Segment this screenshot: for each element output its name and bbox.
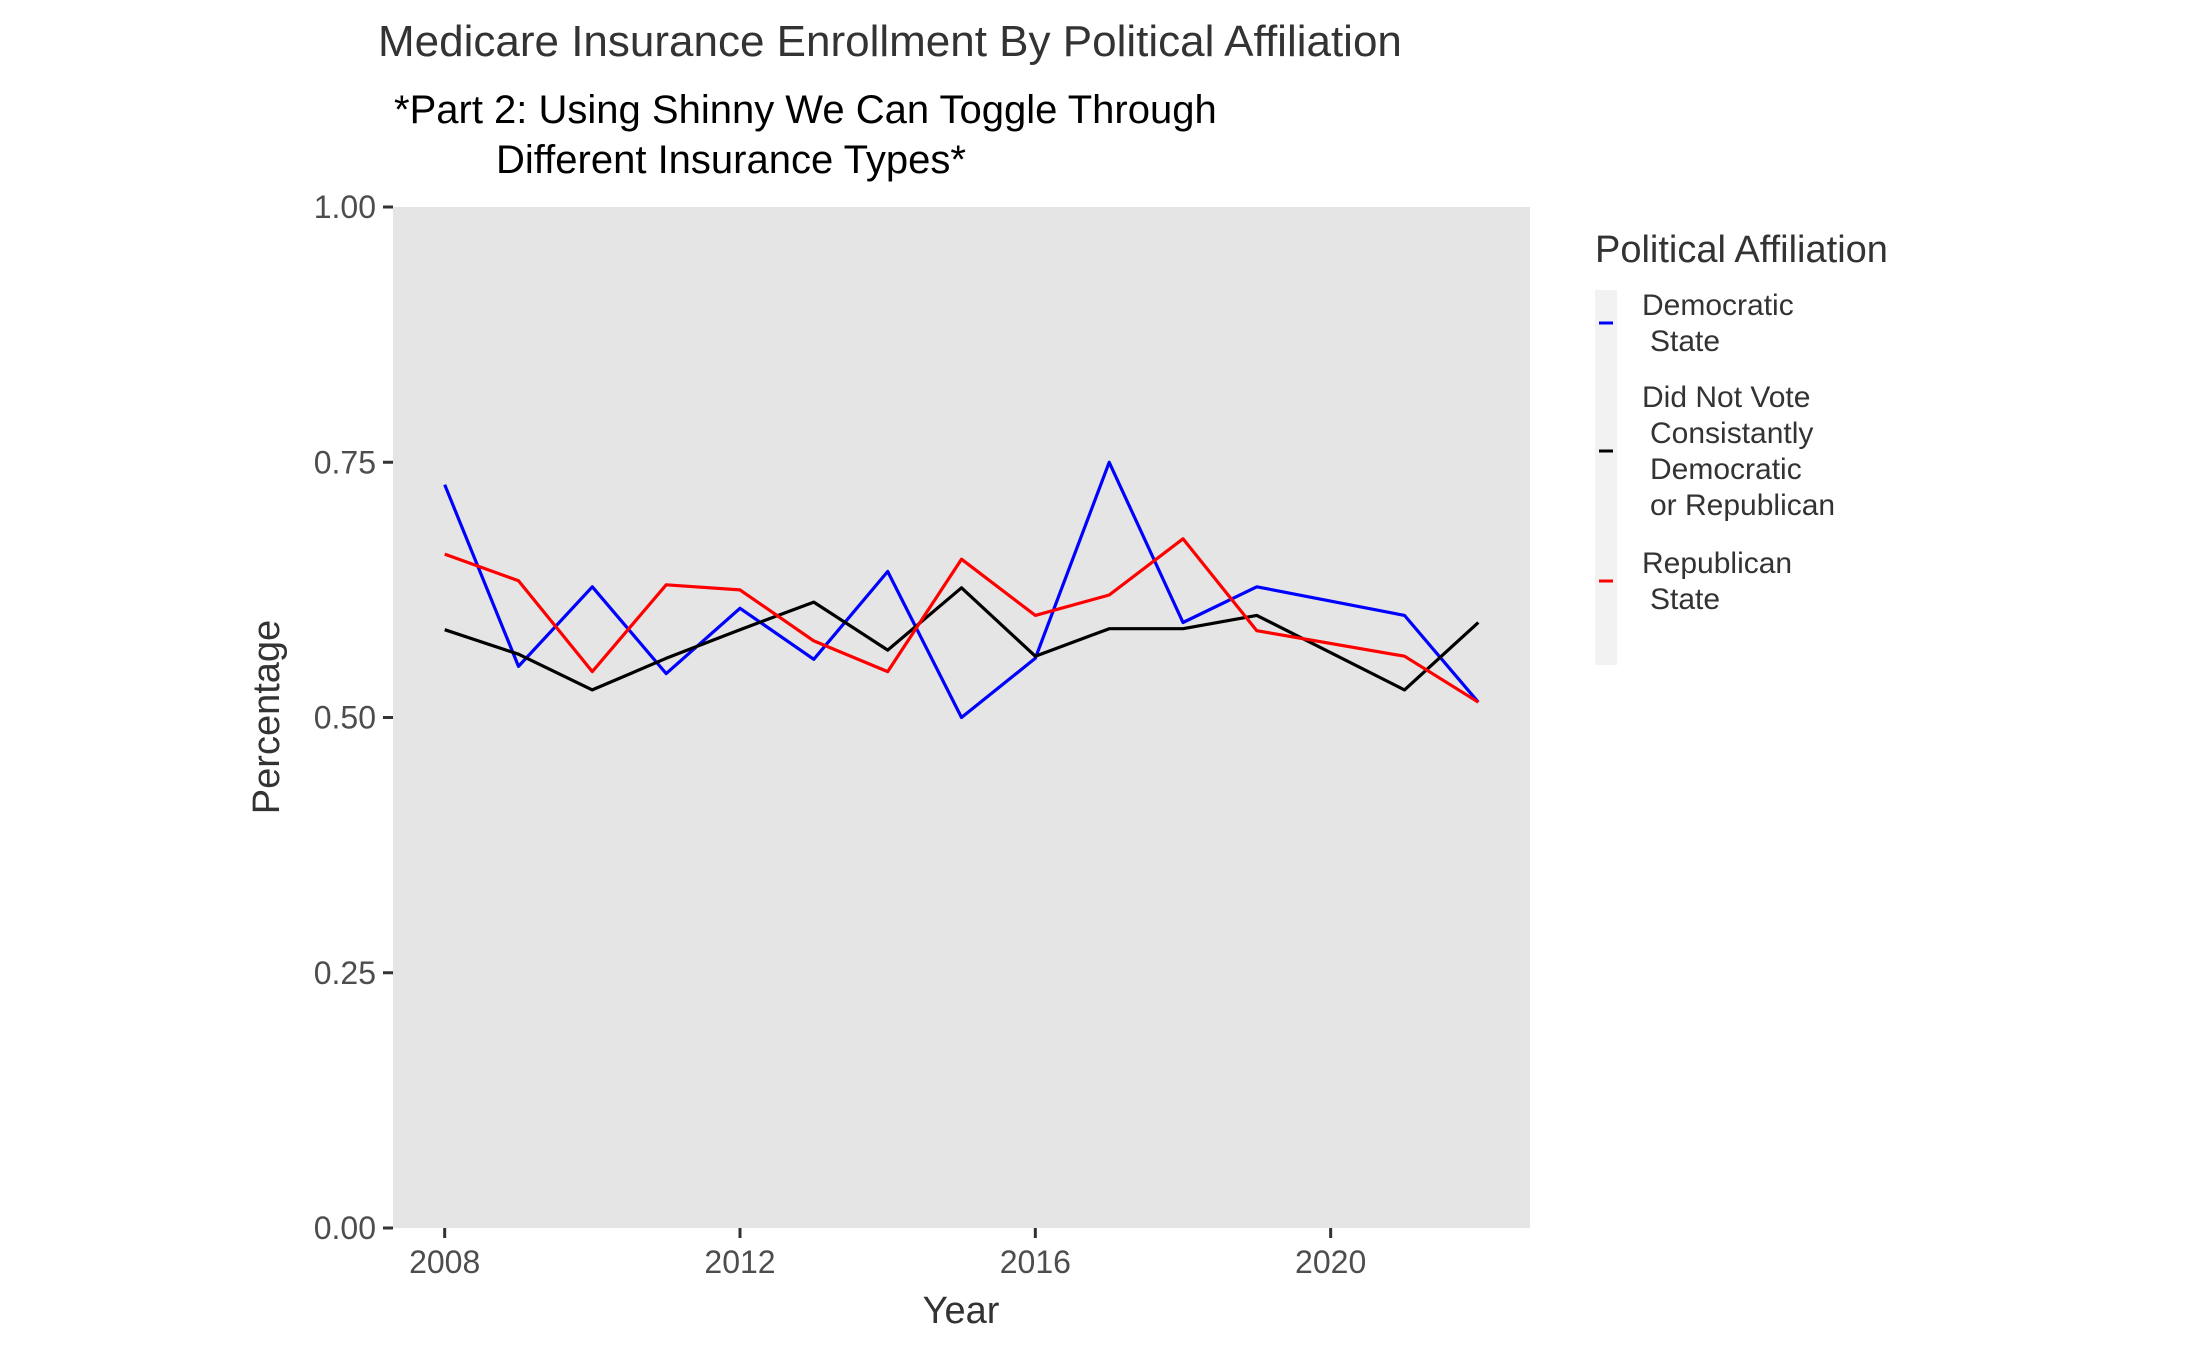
x-axis: 2008 2012 2016 2020 — [409, 1228, 1366, 1280]
legend-label: Republican — [1642, 547, 1792, 580]
legend-label: Democratic — [1642, 289, 1794, 322]
legend: Political Affiliation DemocraticStateDid… — [1595, 229, 1888, 665]
y-tick-label: 0.75 — [314, 444, 376, 480]
chart-subtitle-line-2: Different Insurance Types* — [496, 138, 966, 182]
x-tick-label: 2008 — [409, 1244, 480, 1280]
legend-label: Consistantly — [1650, 417, 1813, 450]
legend-label: Did Not Vote — [1642, 381, 1810, 414]
y-tick-label: 0.25 — [314, 955, 376, 991]
chart-subtitle-line-1: *Part 2: Using Shinny We Can Toggle Thro… — [394, 88, 1217, 132]
legend-label: State — [1650, 325, 1720, 358]
y-axis-title: Percentage — [246, 620, 288, 814]
x-tick-label: 2016 — [1000, 1244, 1071, 1280]
legend-label: Democratic — [1650, 453, 1802, 486]
x-axis-title: Year — [923, 1290, 1000, 1332]
y-axis: 0.00 0.25 0.50 0.75 1.00 — [314, 189, 393, 1246]
x-tick-label: 2020 — [1295, 1244, 1366, 1280]
legend-title: Political Affiliation — [1595, 229, 1888, 271]
legend-label: or Republican — [1650, 489, 1835, 522]
x-tick-label: 2012 — [704, 1244, 775, 1280]
legend-key-background — [1595, 290, 1617, 665]
series-layer — [443, 460, 1480, 720]
y-tick-label: 0.00 — [314, 1210, 376, 1246]
chart-title: Medicare Insurance Enrollment By Politic… — [378, 17, 1402, 66]
legend-label: State — [1650, 583, 1720, 616]
y-tick-label: 1.00 — [314, 189, 376, 225]
series-line-3 — [444, 537, 1480, 704]
series-line-1 — [443, 460, 1480, 720]
y-tick-label: 0.50 — [314, 700, 376, 736]
